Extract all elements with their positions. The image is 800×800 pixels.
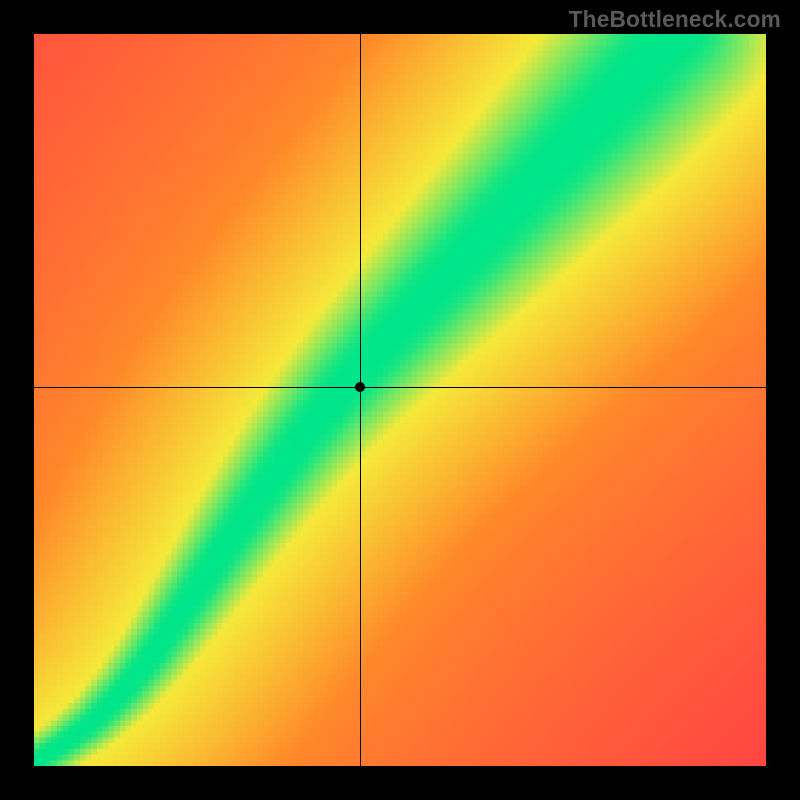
heatmap-canvas — [34, 34, 766, 766]
crosshair-vertical — [360, 34, 361, 766]
watermark-label: TheBottleneck.com — [569, 6, 781, 32]
crosshair-marker — [355, 382, 365, 392]
watermark-text: TheBottleneck.com — [569, 6, 781, 33]
heatmap-plot — [34, 34, 766, 766]
crosshair-horizontal — [34, 387, 766, 388]
